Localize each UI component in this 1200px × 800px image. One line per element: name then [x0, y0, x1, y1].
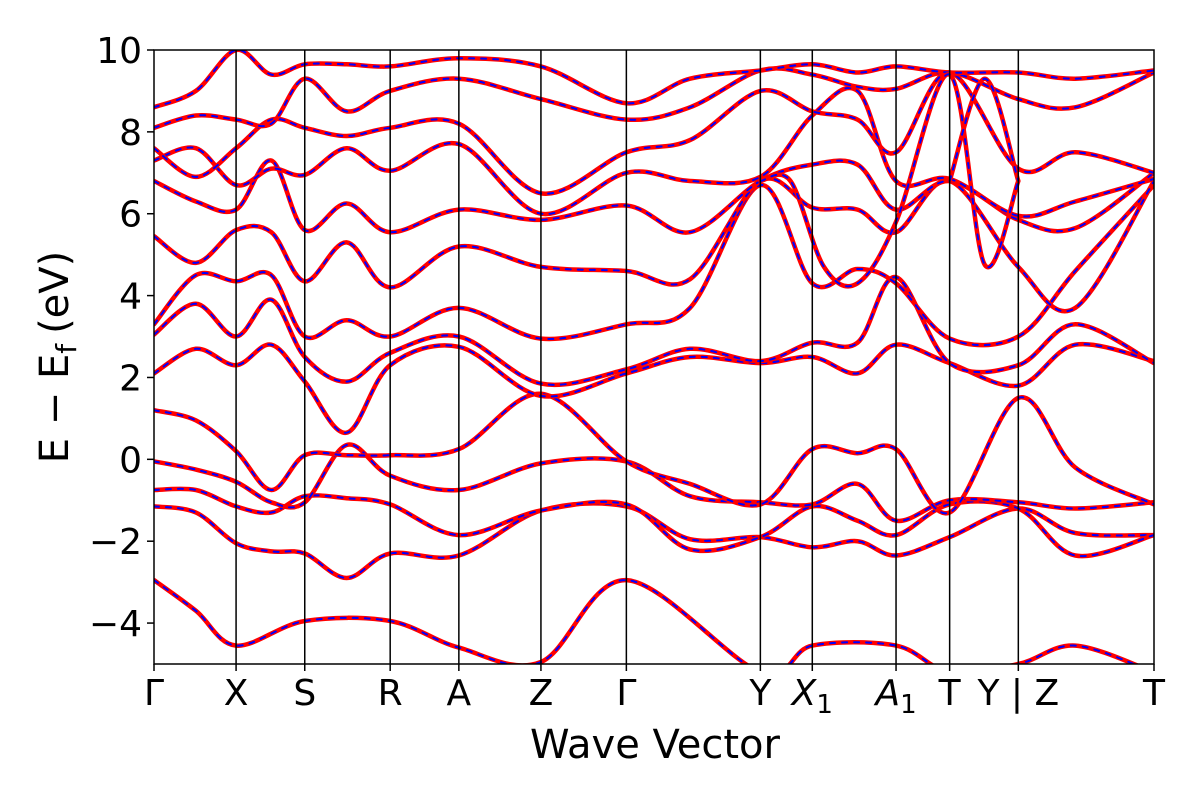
y-tick-label-5: 4	[119, 277, 142, 318]
band-3-solid	[154, 486, 1154, 559]
band-9-dashed	[154, 177, 1154, 313]
band-7-dashed	[154, 276, 1154, 386]
band-9-solid	[154, 176, 1154, 314]
x-tick-label-4: R	[378, 673, 403, 714]
y-axis-label-main: E − E	[32, 354, 78, 464]
band-1-solid	[154, 577, 1140, 664]
y-tick-label-3: 0	[119, 440, 142, 481]
x-tick-label-10: A1	[873, 673, 916, 720]
band-12-dashed	[154, 71, 1154, 195]
plot-frame	[153, 49, 1155, 665]
band-lines	[154, 50, 1154, 664]
x-tick-label-6: Z	[529, 673, 554, 714]
x-tick-label-13: T	[1142, 673, 1166, 714]
x-tick-label-1: Γ	[144, 673, 164, 714]
y-tick-label-4: 2	[119, 358, 142, 399]
x-tick-label-8: Y	[748, 673, 772, 714]
y-tick-label-6: 6	[119, 195, 142, 236]
y-tick-label-7: 8	[119, 113, 142, 154]
band-2-solid	[154, 501, 1154, 581]
y-axis-label-unit: (eV)	[32, 251, 78, 334]
x-tick-label-3: S	[293, 673, 316, 714]
band-5-solid	[154, 391, 1154, 516]
band-15-solid	[758, 72, 1021, 289]
y-axis-label: E − Ef (eV)	[32, 251, 83, 464]
x-axis-label: Wave Vector	[530, 722, 781, 768]
y-tick-label-1: −4	[89, 604, 142, 645]
band-2-dashed	[154, 502, 1154, 579]
y-tick-label-2: −2	[89, 522, 142, 563]
x-axis-ticks: Γ X S R A Z Γ Y X1 A1 T Y | Z T	[144, 664, 1166, 720]
y-tick-label-8: 10	[96, 31, 142, 72]
band-8-dashed	[154, 184, 1154, 347]
x-tick-label-5: A	[447, 673, 472, 714]
x-tick-label-7: Γ	[616, 673, 636, 714]
y-axis-label-subscript: f	[50, 343, 83, 354]
x-tick-label-11: T	[938, 673, 962, 714]
x-tick-label-2: X	[224, 673, 249, 714]
band-16-dashed	[948, 77, 1020, 182]
x-tick-label-12: Y | Z	[976, 673, 1059, 714]
band-1-dashed	[154, 579, 1137, 664]
y-axis-ticks: −4 −2 0 2 4 6 8 10	[89, 31, 154, 645]
x-tick-label-9: X1	[790, 673, 833, 720]
high-symmetry-lines	[235, 50, 1020, 664]
